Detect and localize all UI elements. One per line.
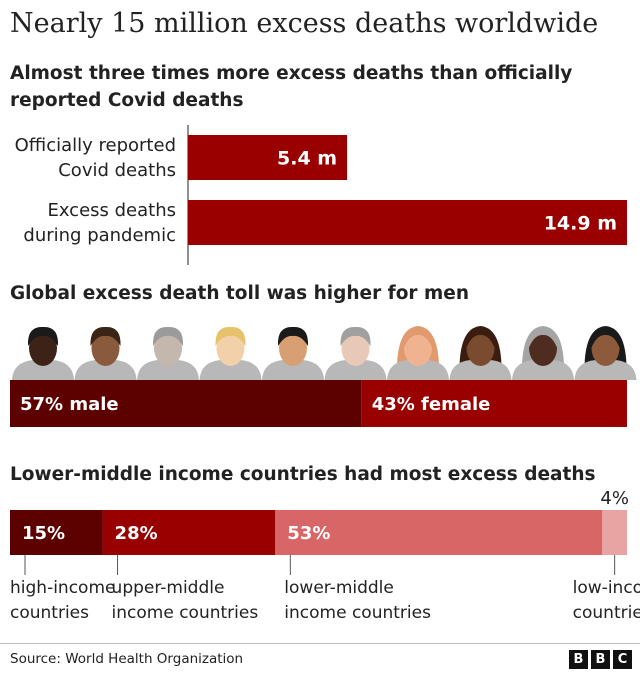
female-face-icon (574, 326, 637, 380)
male-face-icon (137, 326, 199, 380)
bar-value-label: 5.4 m (277, 148, 337, 170)
category-label: countries (573, 603, 640, 623)
hair-shape (90, 326, 121, 346)
category-label: Excess deaths (47, 200, 176, 221)
shoulders-shape (262, 360, 324, 380)
female-face-icon (449, 326, 512, 380)
category-label: during pandemic (23, 225, 176, 246)
shoulders-shape (512, 360, 574, 380)
male-face-icon (12, 326, 74, 380)
shoulders-shape (199, 360, 262, 380)
deaths-chart-subtitle: Almost three times more excess deaths th… (10, 63, 573, 111)
income-segment (10, 510, 103, 555)
hair-fringe-shape (465, 328, 496, 350)
segment-label: 57% male (20, 394, 119, 415)
bbc-logo-letter: C (613, 650, 632, 669)
income-segment (102, 510, 276, 555)
category-label: high-income (10, 578, 115, 598)
hair-fringe-shape (403, 328, 433, 350)
deaths-bar (188, 200, 627, 245)
category-label: upper-middle (112, 578, 225, 598)
gender-stacked-bar-chart: 57% male 43% female (10, 326, 637, 427)
segment-label: 28% (115, 523, 158, 544)
hair-shape (277, 326, 309, 346)
face-shape (529, 330, 557, 366)
bbc-logo: B B C (569, 650, 632, 669)
male-face-icon (324, 326, 387, 380)
face-shape (29, 330, 57, 366)
bar-value-label: 14.9 m (544, 213, 617, 235)
hair-shape (215, 326, 246, 346)
category-label: lower-middle (284, 578, 394, 598)
category-label: countries (10, 603, 89, 623)
hair-fringe-shape (528, 328, 558, 350)
income-chart-subtitle: Lower-middle income countries had most e… (10, 464, 596, 485)
segment-label: 4% (600, 490, 629, 509)
segment-label: 15% (22, 523, 65, 544)
segment-label: 53% (287, 523, 330, 544)
category-label: Officially reported (15, 135, 176, 156)
male-face-icon (262, 326, 324, 380)
income-stacked-bar-chart: 15% high-income countries 28% upper-middle in… (10, 490, 640, 623)
face-shape (91, 330, 120, 366)
face-shape (341, 330, 370, 366)
hair-fringe-shape (590, 328, 621, 350)
deaths-bar (188, 135, 348, 180)
face-shape (154, 330, 182, 366)
face-shape (279, 330, 307, 366)
hair-shape (27, 326, 59, 346)
category-label: income countries (112, 603, 259, 623)
face-shape (404, 330, 432, 366)
face-shape (466, 330, 495, 366)
face-shape (591, 330, 620, 366)
gender-segment (361, 380, 627, 427)
income-segment (602, 510, 627, 555)
hair-shape (152, 326, 184, 346)
hair-shape (340, 326, 371, 346)
deaths-bar-chart: 5.4 m Officially reported Covid deaths 14.9… (15, 125, 627, 265)
female-face-icon (387, 326, 449, 380)
shoulders-shape (449, 360, 512, 380)
face-shape (216, 330, 245, 366)
chart-title: Nearly 15 million excess deaths worldwid… (10, 8, 599, 39)
shoulders-shape (387, 360, 449, 380)
bbc-logo-letter: B (569, 650, 588, 669)
source-note: Source: World Health Organization (10, 651, 244, 667)
category-label: Covid deaths (58, 160, 176, 181)
shoulders-shape (74, 360, 137, 380)
bbc-logo-letter: B (591, 650, 610, 669)
male-face-icon (199, 326, 262, 380)
income-segment (275, 510, 603, 555)
category-label: low-income (573, 578, 640, 598)
shoulders-shape (137, 360, 199, 380)
shoulders-shape (324, 360, 387, 380)
segment-label: 43% female (372, 394, 491, 415)
gender-chart-subtitle: Global excess death toll was higher for … (10, 283, 469, 304)
male-face-icon (74, 326, 137, 380)
shoulders-shape (574, 360, 637, 380)
footer-divider (0, 643, 640, 644)
female-face-icon (512, 326, 574, 380)
category-label: income countries (284, 603, 431, 623)
gender-segment (10, 380, 362, 427)
shoulders-shape (12, 360, 74, 380)
